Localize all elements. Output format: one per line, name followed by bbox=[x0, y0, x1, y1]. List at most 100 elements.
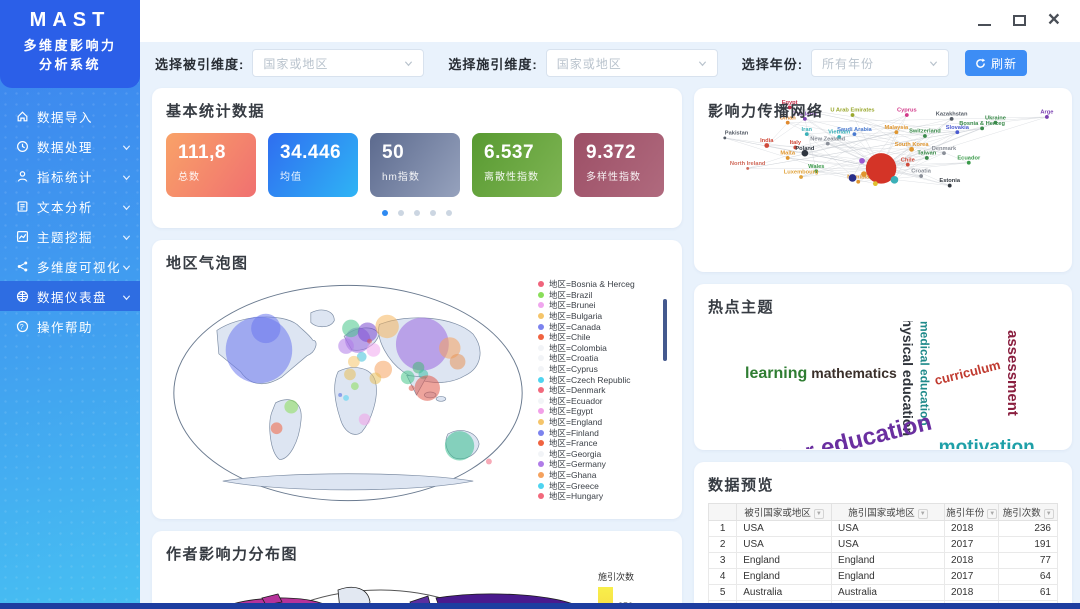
maximize-icon[interactable] bbox=[1012, 14, 1026, 26]
refresh-button[interactable]: 刷新 bbox=[965, 50, 1028, 76]
carousel-dot[interactable] bbox=[398, 210, 404, 216]
minimize-icon[interactable] bbox=[977, 24, 991, 26]
network-node[interactable] bbox=[785, 156, 790, 160]
network-node[interactable] bbox=[1045, 115, 1049, 119]
stat-card: 6.537 离散性指数 bbox=[472, 133, 562, 197]
citing-year-cell: 2018 bbox=[944, 520, 1000, 537]
influence-network-chart[interactable]: Egypt Thailand U Arab Emirates Cyprus Kazakh… bbox=[708, 96, 1058, 258]
cited-country-cell: USA bbox=[736, 520, 833, 537]
bubble-map-title: 地区气泡图 bbox=[166, 255, 249, 272]
table-row[interactable]: 5 Australia Australia 2018 61 bbox=[707, 584, 1058, 601]
network-node-label: Malta bbox=[780, 151, 795, 157]
close-icon[interactable]: × bbox=[1047, 8, 1060, 31]
network-node[interactable] bbox=[980, 126, 985, 131]
network-node[interactable] bbox=[850, 113, 855, 117]
network-node[interactable] bbox=[814, 169, 819, 174]
filter-icon[interactable]: ▼ bbox=[917, 509, 928, 519]
network-node[interactable] bbox=[787, 105, 792, 110]
network-node[interactable] bbox=[890, 176, 899, 184]
sidebar-item-person[interactable]: 指标统计 bbox=[0, 161, 140, 191]
data-preview-panel: 数据预览 被引国家或地区 ▼ 施引国家或地区 ▼ 施引年份 ▼ 施引次数 ▼ 1 USA USA 2… bbox=[694, 462, 1072, 603]
network-node[interactable] bbox=[993, 120, 998, 125]
sidebar-item-chart[interactable]: 主题挖掘 bbox=[0, 221, 140, 251]
network-node[interactable] bbox=[825, 141, 830, 146]
network-node[interactable] bbox=[947, 183, 952, 188]
network-node[interactable] bbox=[723, 136, 727, 140]
sidebar-item-share[interactable]: 多维度可视化 bbox=[0, 251, 140, 281]
chevron-down-icon bbox=[122, 201, 131, 211]
network-node[interactable] bbox=[894, 130, 899, 135]
network-node[interactable] bbox=[837, 135, 842, 139]
network-node[interactable] bbox=[801, 149, 809, 157]
network-node[interactable] bbox=[804, 132, 809, 137]
cited-dimension-select[interactable]: 国家或地区 bbox=[252, 49, 425, 77]
sidebar-item-label: 操作帮助 bbox=[37, 320, 94, 335]
table-row[interactable]: 4 England England 2017 64 bbox=[707, 568, 1058, 585]
filter-icon[interactable]: ▼ bbox=[987, 509, 998, 519]
bubble-world-map[interactable] bbox=[166, 279, 530, 507]
year-select[interactable]: 所有年份 bbox=[811, 49, 950, 77]
network-node[interactable] bbox=[852, 132, 857, 137]
filter-bar: 选择被引维度: 国家或地区 选择施引维度: 国家或地区 选择年份: 所有年份 刷… bbox=[140, 42, 1080, 84]
table-row[interactable]: 6AustraliaAustralia201743 bbox=[707, 600, 1058, 603]
network-node[interactable] bbox=[966, 160, 971, 165]
table-row[interactable]: 2 USA USA 2017 191 bbox=[707, 536, 1058, 553]
legend-item: 地区=Czech Republic bbox=[538, 374, 668, 385]
sidebar-item-process[interactable]: 数据处理 bbox=[0, 131, 140, 161]
chevron-down-icon bbox=[122, 231, 131, 241]
citing-count-cell: 61 bbox=[998, 584, 1058, 601]
carousel-dot[interactable] bbox=[446, 210, 452, 216]
filter-icon[interactable]: ▼ bbox=[813, 509, 824, 519]
network-node[interactable] bbox=[924, 156, 929, 160]
sidebar-item-help[interactable]: ? 操作帮助 bbox=[0, 311, 140, 341]
legend-dot bbox=[538, 334, 544, 341]
network-node[interactable] bbox=[861, 171, 867, 177]
wordcloud-panel: 热点主题 inclusionschoolsocial justicecollab… bbox=[694, 284, 1072, 450]
network-node[interactable] bbox=[949, 116, 954, 121]
network-node[interactable] bbox=[872, 181, 878, 187]
filter-icon[interactable]: ▼ bbox=[1043, 509, 1054, 519]
network-node[interactable] bbox=[859, 157, 865, 164]
network-node[interactable] bbox=[802, 116, 807, 121]
network-node[interactable] bbox=[793, 145, 798, 150]
legend-label: 地区=Czech Republic bbox=[549, 374, 631, 385]
legend-label: 地区=England bbox=[549, 417, 603, 428]
network-node[interactable] bbox=[923, 134, 927, 138]
network-node[interactable] bbox=[785, 120, 790, 125]
sidebar-item-home[interactable]: 数据导入 bbox=[0, 101, 140, 131]
legend-item: 地区=Bosnia & Herceg bbox=[538, 279, 668, 290]
carousel-dot[interactable] bbox=[414, 210, 420, 216]
carousel-dot[interactable] bbox=[382, 210, 388, 216]
sidebar-item-dashboard[interactable]: 数据仪表盘 bbox=[0, 281, 140, 311]
network-node-label: Ecuador bbox=[957, 155, 981, 161]
network-node[interactable] bbox=[764, 143, 770, 148]
network-node[interactable] bbox=[856, 179, 861, 184]
network-node[interactable] bbox=[942, 151, 946, 156]
chevron-down-icon bbox=[122, 291, 131, 301]
wordcloud-word: motivation bbox=[938, 436, 1035, 449]
network-node-label: Ukraine bbox=[985, 115, 1006, 121]
stat-value: 9.372 bbox=[586, 142, 637, 163]
network-node[interactable] bbox=[905, 162, 910, 167]
citing-dimension-select[interactable]: 国家或地区 bbox=[545, 49, 718, 77]
author-choropleth-map[interactable] bbox=[166, 568, 594, 603]
legend-label: 地区=Germany bbox=[549, 459, 606, 470]
network-node[interactable] bbox=[799, 175, 803, 179]
network-node[interactable] bbox=[909, 146, 914, 152]
network-node[interactable] bbox=[904, 113, 909, 117]
network-node[interactable] bbox=[919, 174, 924, 178]
legend-label: 地区=Chile bbox=[549, 332, 591, 343]
network-node-label: India bbox=[760, 138, 774, 144]
table-row[interactable]: 1 USA USA 2018 236 bbox=[707, 520, 1058, 537]
network-node[interactable] bbox=[848, 174, 857, 182]
network-node-label: North Ireland bbox=[730, 161, 766, 167]
hot-topics-wordcloud[interactable]: inclusionschoolsocial justicecollaborati… bbox=[708, 321, 1056, 449]
legend-item: 地区=Brunei bbox=[538, 300, 668, 311]
network-node[interactable] bbox=[746, 166, 750, 170]
network-node[interactable] bbox=[955, 130, 960, 135]
network-node[interactable] bbox=[865, 153, 897, 184]
table-row[interactable]: 3 England England 2018 77 bbox=[707, 552, 1058, 569]
sidebar-item-document[interactable]: 文本分析 bbox=[0, 191, 140, 221]
legend-scrollbar[interactable] bbox=[663, 299, 667, 361]
carousel-dot[interactable] bbox=[430, 210, 436, 216]
